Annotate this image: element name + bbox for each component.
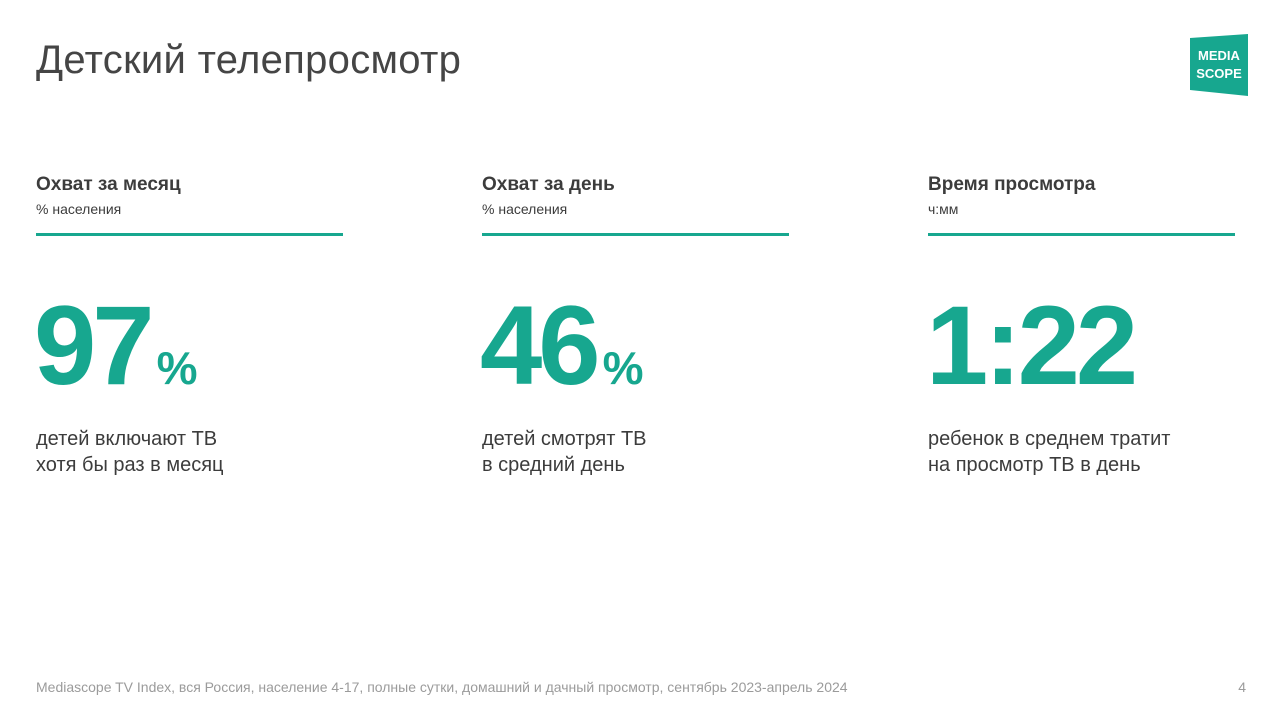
metric-value-suffix: %	[156, 342, 198, 394]
metric-value-number: 1:22	[926, 283, 1138, 408]
metric-unit: % населения	[36, 201, 122, 217]
metric-value: 1:22	[926, 290, 1140, 402]
metric-divider	[36, 233, 343, 236]
page-title: Детский телепросмотр	[36, 38, 462, 82]
metric-unit: ч:мм	[928, 201, 959, 217]
metric-unit: % населения	[482, 201, 568, 217]
metric-label: Охват за день	[482, 174, 615, 195]
page-number: 4	[1238, 679, 1246, 695]
metric-description-line: хотя бы раз в месяц	[36, 454, 224, 476]
metric-monthly-reach: Охват за месяц % населения 97% детей вкл…	[34, 172, 343, 476]
metric-value-number: 46	[480, 283, 601, 408]
metric-description-line: ребенок в среднем тратит	[928, 428, 1171, 450]
metric-description-line: на просмотр ТВ в день	[928, 454, 1141, 476]
metric-description-line: детей включают ТВ	[36, 428, 218, 450]
metric-divider	[482, 233, 789, 236]
metric-viewing-time: Время просмотра ч:мм 1:22 ребенок в сред…	[926, 172, 1235, 476]
metric-value: 46%	[480, 290, 643, 402]
metric-divider	[928, 233, 1235, 236]
svg-text:SCOPE: SCOPE	[1196, 66, 1242, 81]
metric-daily-reach: Охват за день % населения 46% детей смот…	[480, 172, 789, 476]
metric-label: Охват за месяц	[36, 174, 181, 195]
metric-value-number: 97	[34, 283, 155, 408]
metric-description: детей включают ТВ хотя бы раз в месяц	[36, 426, 356, 478]
metric-description-line: в средний день	[482, 454, 625, 476]
source-footnote: Mediascope TV Index, вся Россия, населен…	[36, 679, 848, 695]
metric-description: детей смотрят ТВ в средний день	[482, 426, 802, 478]
metric-value: 97%	[34, 290, 197, 402]
metric-description: ребенок в среднем тратит на просмотр ТВ …	[928, 426, 1248, 478]
mediascope-logo: MEDIA SCOPE	[1190, 34, 1248, 96]
metric-label: Время просмотра	[928, 174, 1096, 195]
svg-text:MEDIA: MEDIA	[1198, 48, 1241, 63]
metric-description-line: детей смотрят ТВ	[482, 428, 647, 450]
metric-value-suffix: %	[602, 342, 644, 394]
